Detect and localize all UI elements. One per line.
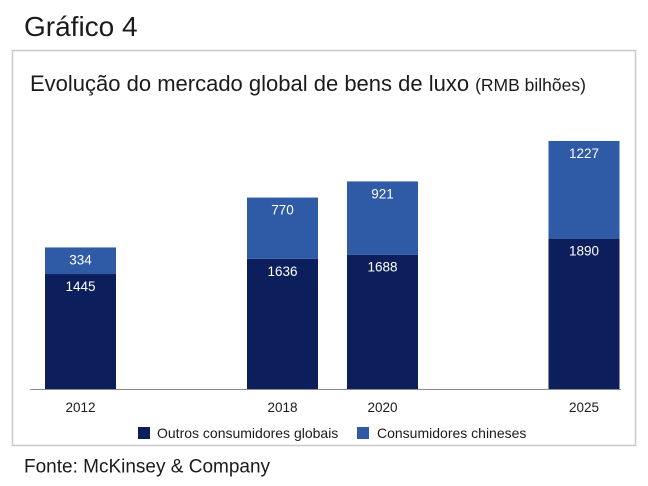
legend-label-outros-consumidores-globais: Outros consumidores globais [157, 425, 338, 441]
data-labels: 1445 334 1636 770 1688 921 1890 1227 [65, 146, 599, 294]
bar-2018-outros-consumidores-globais [247, 258, 318, 389]
bars [45, 141, 620, 389]
x-tick-label-2025: 2025 [569, 400, 599, 415]
x-axis-tick-labels: 2012 2018 2020 2025 [65, 400, 599, 415]
chart-legend: Outros consumidores globais Consumidores… [138, 425, 526, 441]
x-tick-label-2018: 2018 [267, 400, 297, 415]
bar-2025-outros-consumidores-globais [548, 238, 620, 389]
bar-2012-outros-consumidores-globais [45, 274, 116, 389]
chart-subtitle: (RMB bilhões) [475, 75, 586, 95]
x-tick-label-2020: 2020 [367, 400, 397, 415]
legend-label-consumidores-chineses: Consumidores chineses [377, 425, 526, 441]
data-label-2025-consumidores-chineses: 1227 [569, 146, 599, 161]
data-label-2012-consumidores-chineses: 334 [69, 252, 92, 267]
bar-2020-outros-consumidores-globais [347, 254, 418, 389]
legend-swatch-outros-consumidores-globais [138, 427, 150, 439]
data-label-2012-outros-consumidores-globais: 1445 [65, 279, 95, 294]
bar-2020-consumidores-chineses [347, 181, 418, 255]
bar-2012-consumidores-chineses [45, 247, 116, 275]
data-label-2020-consumidores-chineses: 921 [371, 186, 394, 201]
data-label-2018-outros-consumidores-globais: 1636 [267, 264, 297, 279]
figure-label: Gráfico 4 [24, 11, 138, 42]
chart-title-text: Evolução do mercado global de bens de lu… [30, 71, 469, 96]
chart-title: Evolução do mercado global de bens de lu… [30, 71, 586, 96]
legend-swatch-consumidores-chineses [357, 427, 369, 439]
data-label-2025-outros-consumidores-globais: 1890 [569, 244, 599, 259]
bar-2018-consumidores-chineses [247, 197, 318, 259]
chart-frame [11, 49, 637, 447]
x-tick-label-2012: 2012 [65, 400, 95, 415]
data-label-2018-consumidores-chineses: 770 [271, 203, 294, 218]
bar-2025-consumidores-chineses [548, 141, 620, 239]
source-note: Fonte: McKinsey & Company [24, 457, 271, 478]
data-label-2020-outros-consumidores-globais: 1688 [367, 260, 397, 275]
